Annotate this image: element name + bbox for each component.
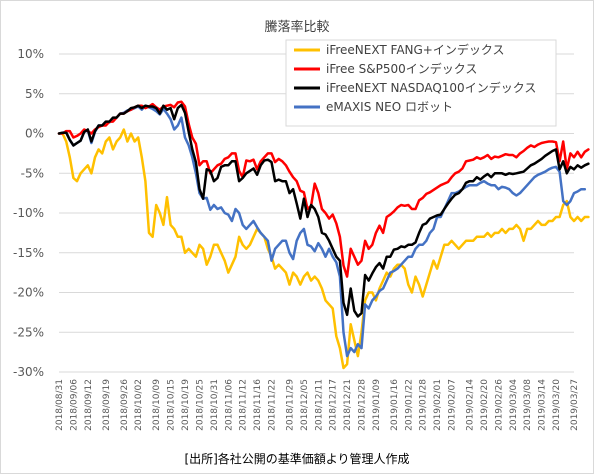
x-tick-label: 2019/03/14: [538, 379, 548, 431]
legend-label: iFreeNEXT FANG+インデックス: [326, 42, 505, 57]
legend-label: eMAXIS NEO ロボット: [326, 100, 453, 114]
x-tick-label: 2019/02/14: [466, 379, 476, 431]
x-tick-label: 2018/11/29: [285, 379, 295, 431]
legend: iFreeNEXT FANG+インデックス iFree S&P500インデックス i…: [285, 39, 557, 127]
y-tick-label: -5%: [21, 166, 44, 180]
x-tick-label: 2019/01/22: [404, 379, 414, 431]
x-tick-label: 2019/01/28: [419, 379, 429, 431]
x-tick-label: 2019/02/26: [494, 379, 504, 431]
y-tick-label: 5%: [25, 87, 44, 101]
legend-label: iFree S&P500インデックス: [326, 61, 477, 76]
y-tick-label: -20%: [13, 286, 44, 300]
x-tick-label: 2018/12/17: [329, 379, 339, 431]
x-tick-label: 2018/10/09: [152, 379, 162, 431]
y-tick-label: -25%: [13, 325, 44, 339]
x-tick-label: 2018/11/16: [253, 379, 263, 431]
legend-box: [285, 39, 557, 127]
y-tick-label: 10%: [17, 47, 44, 61]
legend-label: iFreeNEXT NASDAQ100インデックス: [326, 80, 536, 95]
x-tick-label: 2019/01/16: [390, 379, 400, 431]
y-tick-label: 0%: [25, 127, 44, 141]
x-tick-label: 2018/09/19: [102, 379, 112, 431]
x-axis-ticks: 2018/08/31 2018/09/06 2018/09/12 2018/09/19…: [55, 379, 580, 431]
x-tick-label: 2018/09/12: [84, 379, 94, 431]
x-tick-label: 2018/12/28: [358, 379, 368, 431]
x-tick-label: 2018/11/06: [224, 379, 234, 431]
source-note: [出所]各社公開の基準価額より管理人作成: [184, 451, 409, 466]
x-tick-label: 2019/01/09: [372, 379, 382, 431]
x-tick-label: 2018/08/31: [55, 379, 65, 431]
x-tick-label: 2018/11/22: [267, 379, 277, 431]
x-tick-label: 2018/12/11: [314, 379, 324, 431]
x-tick-label: 2019/03/20: [552, 379, 562, 431]
x-tick-label: 2018/10/15: [167, 379, 177, 431]
x-tick-label: 2019/03/27: [570, 379, 580, 431]
chart-title: 騰落率比較: [264, 19, 329, 35]
x-tick-label: 2019/02/20: [480, 379, 490, 431]
x-tick-label: 2018/10/25: [195, 379, 205, 431]
x-tick-label: 2018/12/21: [343, 379, 353, 431]
x-tick-label: 2019/03/08: [523, 379, 533, 431]
x-tick-label: 2018/09/26: [120, 379, 130, 431]
y-tick-label: -10%: [13, 206, 44, 220]
x-tick-label: 2018/10/19: [181, 379, 191, 431]
y-tick-label: -30%: [13, 365, 44, 379]
x-tick-label: 2019/02/01: [433, 379, 443, 431]
x-tick-label: 2018/10/02: [134, 379, 144, 431]
series-lines: [57, 100, 590, 370]
y-tick-label: -15%: [13, 246, 44, 260]
x-tick-label: 2018/11/12: [239, 379, 249, 431]
series-line-0: [57, 128, 590, 370]
x-tick-label: 2019/03/04: [509, 379, 519, 431]
series-line-2: [57, 103, 590, 318]
x-tick-label: 2018/12/05: [300, 379, 310, 431]
x-tick-label: 2019/02/07: [448, 379, 458, 431]
x-tick-label: 2018/10/31: [210, 379, 220, 431]
y-axis-ticks: 10% 5% 0% -5% -10% -15% -20% -25% -30%: [13, 47, 44, 379]
x-tick-label: 2018/09/06: [69, 379, 79, 431]
